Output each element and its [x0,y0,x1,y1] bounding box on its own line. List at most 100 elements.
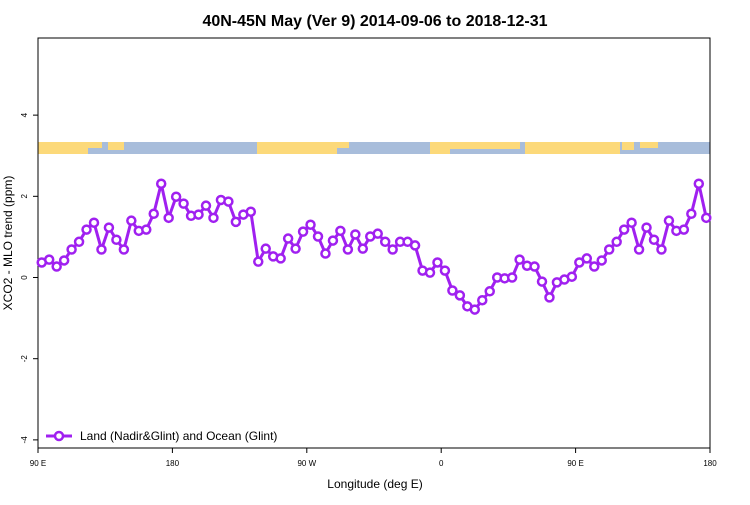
data-point [439,265,451,276]
data-point [618,224,630,235]
data-point [170,191,182,202]
x-tick-label: 0 [439,459,444,468]
data-point [223,196,234,207]
data-point [566,271,578,282]
data-point [454,290,466,301]
data-point [342,244,354,255]
x-axis-label: Longitude (deg E) [327,477,422,491]
data-point [200,200,212,211]
data-point [290,243,301,254]
data-point [387,244,398,255]
data-point [447,285,458,296]
y-tick-label: -2 [20,355,29,363]
data-point [529,261,540,272]
data-point [581,253,593,264]
data-point [589,261,600,272]
data-point [103,222,115,233]
data-point [275,253,286,264]
data-point [424,267,436,278]
land [622,142,634,150]
data-point [327,235,339,246]
data-point [409,240,421,251]
data-point [230,216,242,228]
x-tick-label: 90 E [30,459,46,468]
land [108,142,124,150]
data-point [245,206,257,217]
data-point [88,217,100,228]
data-point [469,304,481,315]
data-point [305,219,316,230]
data-point [633,244,645,255]
data-point [350,229,361,240]
land [640,142,658,148]
data-point [126,215,137,226]
y-axis-label: XCO2 - MLO trend (ppm) [1,176,15,311]
data-point [51,261,62,272]
data-point [484,286,495,297]
x-tick-label: 90 W [297,459,316,468]
data-point [611,236,622,248]
data-point [678,224,690,235]
data-point [312,231,324,242]
legend-label: Land (Nadir&Glint) and Ocean (Glint) [80,429,277,443]
data-point [693,178,705,189]
data-point [141,224,152,235]
data-point [574,257,585,268]
y-tick-label: 4 [20,112,29,117]
data-point [379,236,391,248]
y-tick-label: 0 [20,275,29,280]
data-point [432,257,443,268]
data-point [626,217,637,228]
land [450,142,520,149]
data-point [648,234,660,246]
land-ocean-strip [38,142,710,154]
land [257,142,337,154]
land [337,142,349,148]
data-point [477,294,488,306]
data-point [701,212,712,224]
y-tick-label: -4 [20,436,29,444]
data-point [514,254,525,265]
data-point [506,272,518,283]
data-point [656,244,667,255]
data-point [663,215,675,226]
data-point [73,236,85,248]
data-point [81,224,92,235]
land [38,142,88,154]
data-point [43,254,55,265]
data-point [208,212,219,224]
land [525,142,620,154]
data-point [544,292,555,303]
plot-frame [37,37,711,449]
data-point [118,244,130,255]
legend-marker [53,430,65,442]
data-point [536,276,548,287]
data-point [163,212,174,224]
chart-title: 40N-45N May (Ver 9) 2014-09-06 to 2018-1… [202,13,547,30]
data-point [111,234,122,246]
data-point [603,244,615,255]
data-point [96,244,107,255]
data-point [282,233,294,244]
data-point [335,225,346,237]
land [88,142,102,148]
data-point [260,243,271,254]
data-point [193,209,204,220]
x-tick-label: 180 [166,459,180,468]
land [430,142,450,154]
data-point [66,244,77,255]
data-point [320,248,331,259]
x-tick-label: 90 E [567,459,583,468]
y-tick-label: 2 [20,194,29,199]
data-point [641,222,652,233]
data-point [155,178,167,189]
data-point [253,256,264,267]
data-point [148,208,159,220]
data-point [178,198,189,209]
data-point [357,243,369,254]
data-point [686,208,697,220]
data-point [372,228,383,239]
data-point [297,226,309,237]
data-point [596,255,607,266]
